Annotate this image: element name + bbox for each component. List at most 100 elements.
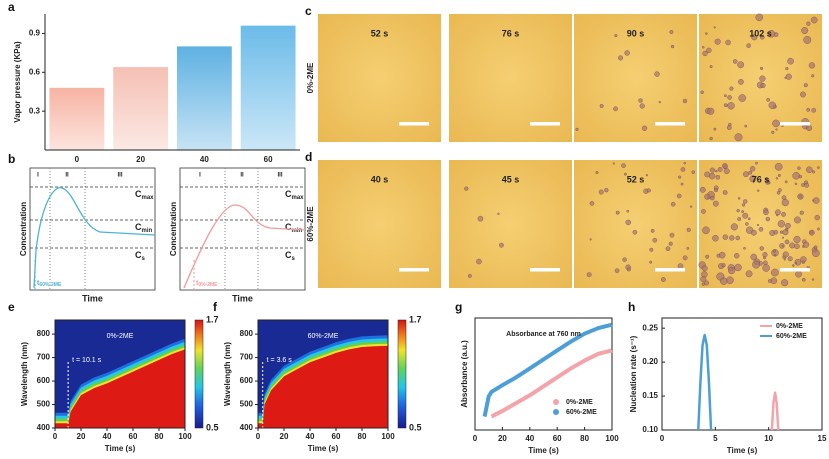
x-tick-label: 80	[155, 432, 164, 441]
time-label: 102 s	[749, 28, 772, 38]
x-axis-label: Time (s)	[727, 446, 758, 455]
crystal	[803, 83, 808, 88]
crystal	[614, 268, 620, 273]
crystal	[794, 243, 800, 250]
crystal	[745, 270, 753, 278]
frame	[257, 319, 389, 429]
crystal	[762, 264, 770, 272]
crystal	[720, 277, 728, 285]
crystal	[604, 188, 609, 193]
crystal	[613, 106, 618, 112]
heatmap-region	[258, 345, 388, 428]
stage-label: III	[117, 173, 122, 179]
crystal	[787, 57, 794, 65]
crystal	[650, 228, 655, 233]
crystal	[734, 263, 742, 272]
crystal	[772, 249, 776, 253]
x-axis-label: Time (s)	[528, 446, 559, 455]
y-axis-label: 60%-2ME	[306, 206, 315, 242]
crystal	[797, 166, 801, 170]
crystal	[759, 246, 764, 251]
crystal	[728, 122, 732, 127]
crystal	[781, 198, 789, 207]
crystal	[784, 239, 790, 245]
crystal	[598, 189, 604, 195]
y-tick-label: 400	[37, 423, 51, 432]
crystal	[794, 182, 798, 186]
level-subscript: max	[292, 195, 305, 201]
crystal	[748, 170, 753, 175]
y-axis-label: Wavelength (nm)	[223, 342, 232, 406]
stage-label: I	[199, 173, 201, 179]
time-label: 45 s	[502, 174, 520, 184]
time-symbol: t	[37, 280, 40, 287]
time-marker-label: t60%-2ME	[37, 280, 62, 288]
x-axis-label: Time (s)	[308, 444, 339, 453]
diagram-frame	[179, 167, 306, 291]
crystal	[785, 66, 789, 71]
level-subscript: max	[142, 195, 155, 201]
crystal	[727, 102, 735, 110]
crystal	[682, 255, 688, 261]
annotation: Absorbance at 760 nm	[506, 331, 581, 338]
crystal	[756, 223, 760, 227]
y-tick-label: 800	[240, 329, 254, 338]
y-tick-label: 400	[240, 423, 254, 432]
crystal	[714, 38, 721, 45]
x-axis-label: Time	[82, 293, 103, 303]
crystal	[717, 167, 723, 172]
crystal	[723, 168, 730, 175]
x-tick-label: 20	[77, 432, 86, 441]
crystal	[771, 268, 779, 277]
crystal	[759, 75, 766, 82]
crystal	[806, 124, 813, 132]
y-tick-label: 0.15	[642, 391, 658, 400]
crystal	[812, 249, 820, 258]
crystal	[817, 227, 820, 231]
time-label: 52 s	[371, 28, 389, 38]
crystal	[678, 175, 682, 179]
x-tick-label: 0	[75, 155, 80, 164]
panel-label: d	[305, 150, 312, 164]
crystal	[715, 175, 721, 180]
y-tick-label: 700	[37, 353, 51, 362]
crystal	[811, 278, 815, 281]
stage-label: III	[277, 173, 282, 179]
crystal	[750, 253, 757, 261]
crystal	[737, 217, 742, 221]
scale-bar	[399, 122, 429, 126]
crystal	[639, 103, 645, 109]
x-tick-label: 0	[660, 434, 665, 443]
crystal	[722, 163, 728, 169]
crystal	[735, 235, 741, 241]
crystal	[464, 186, 469, 191]
crystal	[725, 39, 731, 46]
crystal	[737, 197, 741, 200]
crystal	[638, 98, 643, 103]
crystal	[774, 163, 783, 171]
crystal	[745, 222, 749, 226]
micrograph	[318, 160, 441, 288]
crystal	[801, 277, 806, 282]
crystal	[738, 79, 744, 85]
y-tick-label: 0.10	[642, 425, 658, 434]
crystal	[680, 182, 684, 186]
y-tick-label: 0.6	[29, 67, 41, 76]
crystal	[721, 263, 726, 268]
crystal	[765, 180, 770, 185]
crystal	[649, 247, 654, 252]
crystal	[626, 267, 631, 272]
crystal	[749, 175, 757, 183]
crystal	[777, 220, 785, 228]
crystal	[710, 195, 715, 201]
x-tick-label: 20	[136, 155, 145, 164]
crystal	[774, 254, 777, 257]
crystal	[652, 237, 658, 243]
y-axis-label: Nucleation rate (s⁻¹)	[629, 335, 638, 412]
crystal	[755, 13, 763, 22]
crystal	[686, 227, 691, 232]
series-line	[697, 333, 713, 431]
crystal	[632, 229, 638, 235]
